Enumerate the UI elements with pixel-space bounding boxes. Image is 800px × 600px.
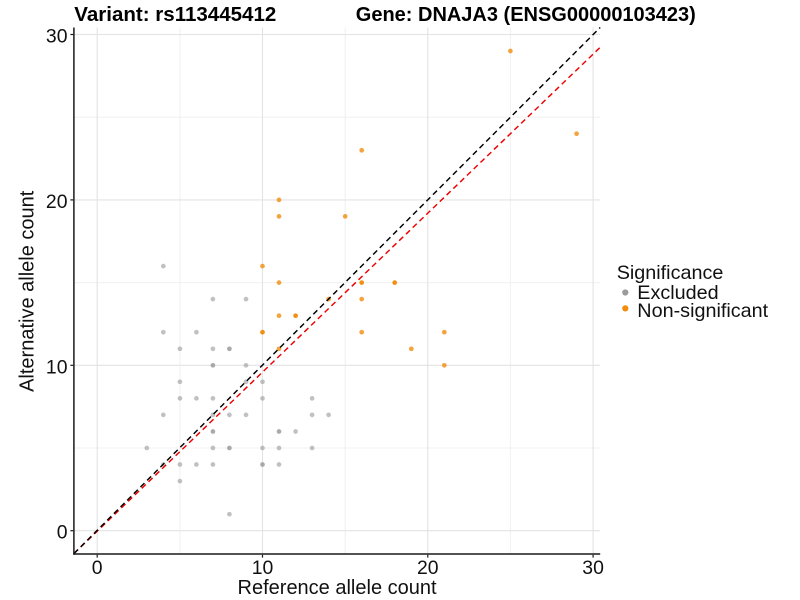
svg-text:30: 30 [46, 26, 68, 48]
svg-text:Variant: rs113445412: Variant: rs113445412 [74, 4, 276, 26]
svg-text:0: 0 [92, 557, 103, 579]
svg-text:Alternative allele count: Alternative allele count [17, 190, 39, 392]
svg-text:20: 20 [46, 191, 68, 213]
svg-text:10: 10 [252, 557, 274, 579]
svg-text:Gene: DNAJA3 (ENSG00000103423): Gene: DNAJA3 (ENSG00000103423) [356, 4, 696, 26]
svg-text:0: 0 [57, 522, 68, 544]
svg-text:Reference allele count: Reference allele count [238, 577, 437, 599]
svg-text:10: 10 [46, 356, 68, 378]
svg-text:30: 30 [582, 557, 604, 579]
svg-text:Non-significant: Non-significant [637, 300, 768, 322]
svg-text:Excluded: Excluded [637, 282, 718, 304]
svg-text:Significance: Significance [617, 262, 724, 284]
svg-text:20: 20 [417, 557, 439, 579]
